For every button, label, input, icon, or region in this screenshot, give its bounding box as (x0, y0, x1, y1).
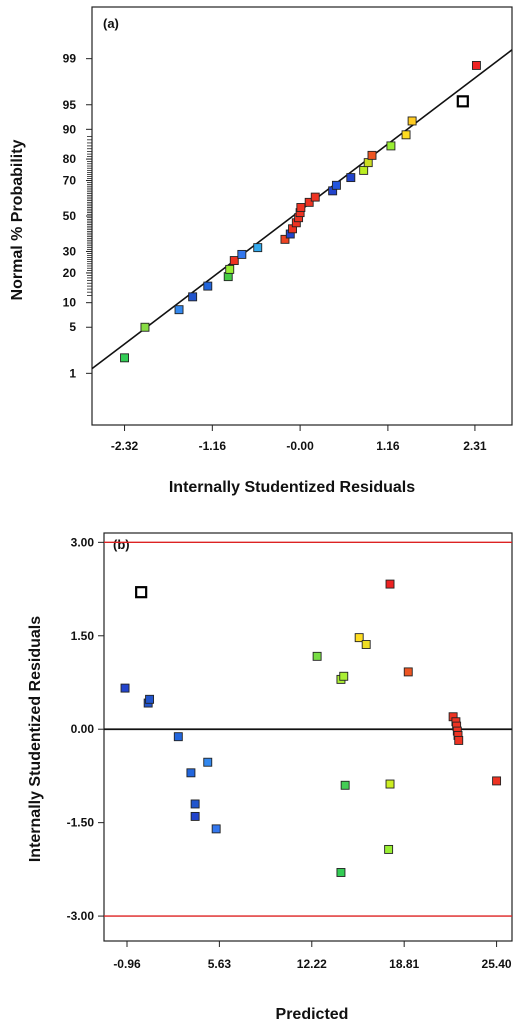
y-tick-label: 3.00 (71, 535, 95, 549)
y-tick-label: 1.50 (71, 629, 95, 643)
data-point (336, 868, 346, 877)
data-point (229, 256, 239, 266)
data-point (407, 116, 417, 126)
panel-b-points (120, 579, 502, 877)
data-point (492, 776, 502, 786)
data-point (174, 305, 184, 315)
data-point (363, 158, 373, 168)
panel-b-label: (b) (113, 537, 130, 552)
outlier-point (135, 586, 148, 599)
data-point (225, 264, 235, 274)
data-point (384, 844, 394, 854)
y-tick-label: 30 (63, 244, 77, 258)
y-tick-label: 50 (63, 209, 77, 223)
x-tick-label: 5.63 (208, 957, 232, 971)
data-point (186, 768, 196, 778)
data-point (367, 150, 377, 160)
y-tick-label: 5 (69, 320, 76, 334)
data-point (120, 683, 130, 693)
panel-a-x-ticks: -2.32 -1.16 -0.00 1.16 2.31 (111, 425, 487, 453)
panel-b-x-ticks: -0.96 5.63 12.22 18.81 25.40 (113, 941, 512, 971)
data-point (310, 192, 320, 202)
y-tick-label: -3.00 (67, 909, 95, 923)
panel-a-y-axis-label: Normal % Probability (9, 139, 26, 300)
data-point (385, 579, 395, 589)
y-tick-label: 99 (63, 52, 77, 66)
data-point (386, 141, 396, 151)
data-point (354, 633, 364, 643)
panel-a-normal-probability-plot: (a) -2.32 -1.16 -0.00 1.16 2.31 1 5 10 20 30 50 70… (9, 6, 513, 496)
y-tick-label: 70 (63, 174, 77, 188)
panel-b-residuals-vs-predicted: (b) -0.96 5.63 12.22 18.81 25.40 3.00 1.50 0.0… (27, 532, 513, 1023)
data-point (120, 353, 129, 363)
data-point (203, 757, 213, 767)
data-point (359, 165, 369, 175)
data-point (145, 694, 155, 704)
y-tick-label: 0.00 (71, 722, 95, 736)
data-point (190, 811, 200, 821)
x-tick-label: -1.16 (199, 439, 227, 453)
y-tick-label: 1 (69, 366, 76, 380)
data-point (339, 671, 349, 681)
x-tick-label: -0.00 (286, 439, 314, 453)
panel-b-y-ticks: 3.00 1.50 0.00 -1.50 -3.00 (67, 535, 104, 923)
y-tick-label: 95 (63, 98, 77, 112)
data-point (188, 292, 198, 302)
x-tick-label: 2.31 (463, 439, 487, 453)
data-point (312, 651, 322, 661)
panel-a-x-axis-label: Internally Studentized Residuals (169, 479, 415, 496)
data-point (304, 197, 314, 207)
data-point (296, 203, 306, 212)
panel-a-label: (a) (103, 16, 119, 31)
data-point (237, 249, 247, 259)
panel-a-points (120, 60, 481, 363)
data-point (385, 779, 395, 789)
x-tick-label: -0.96 (113, 957, 141, 971)
x-tick-label: 25.40 (482, 957, 512, 971)
x-tick-label: -2.32 (111, 439, 139, 453)
data-point (403, 667, 413, 677)
y-tick-label: -1.50 (67, 816, 95, 830)
x-tick-label: 18.81 (389, 957, 419, 971)
data-point (140, 322, 150, 332)
data-point (223, 272, 233, 282)
data-point (346, 173, 356, 183)
data-point (190, 799, 200, 809)
y-tick-label: 80 (63, 152, 77, 166)
data-point (361, 640, 371, 649)
y-tick-label: 20 (63, 266, 77, 280)
data-point (331, 180, 341, 190)
data-point (340, 780, 350, 790)
data-point (401, 130, 411, 140)
data-point (203, 281, 213, 291)
panel-b-x-axis-label: Predicted (276, 1006, 349, 1023)
data-point (471, 60, 481, 70)
y-tick-label: 10 (63, 296, 77, 310)
data-point (173, 732, 183, 742)
data-point (211, 824, 221, 834)
data-point (454, 735, 464, 745)
outlier-point (456, 95, 469, 108)
panel-a-y-ticks: 1 5 10 20 30 50 70 80 90 95 99 (63, 52, 92, 380)
data-point (253, 243, 263, 253)
panel-b-plot-frame (103, 532, 513, 942)
y-tick-label: 90 (63, 122, 77, 136)
x-tick-label: 12.22 (297, 957, 327, 971)
x-tick-label: 1.16 (376, 439, 400, 453)
panel-b-y-axis-label: Internally Studentized Residuals (27, 616, 44, 862)
panel-b-reference-lines (104, 541, 512, 917)
data-point (280, 234, 290, 244)
